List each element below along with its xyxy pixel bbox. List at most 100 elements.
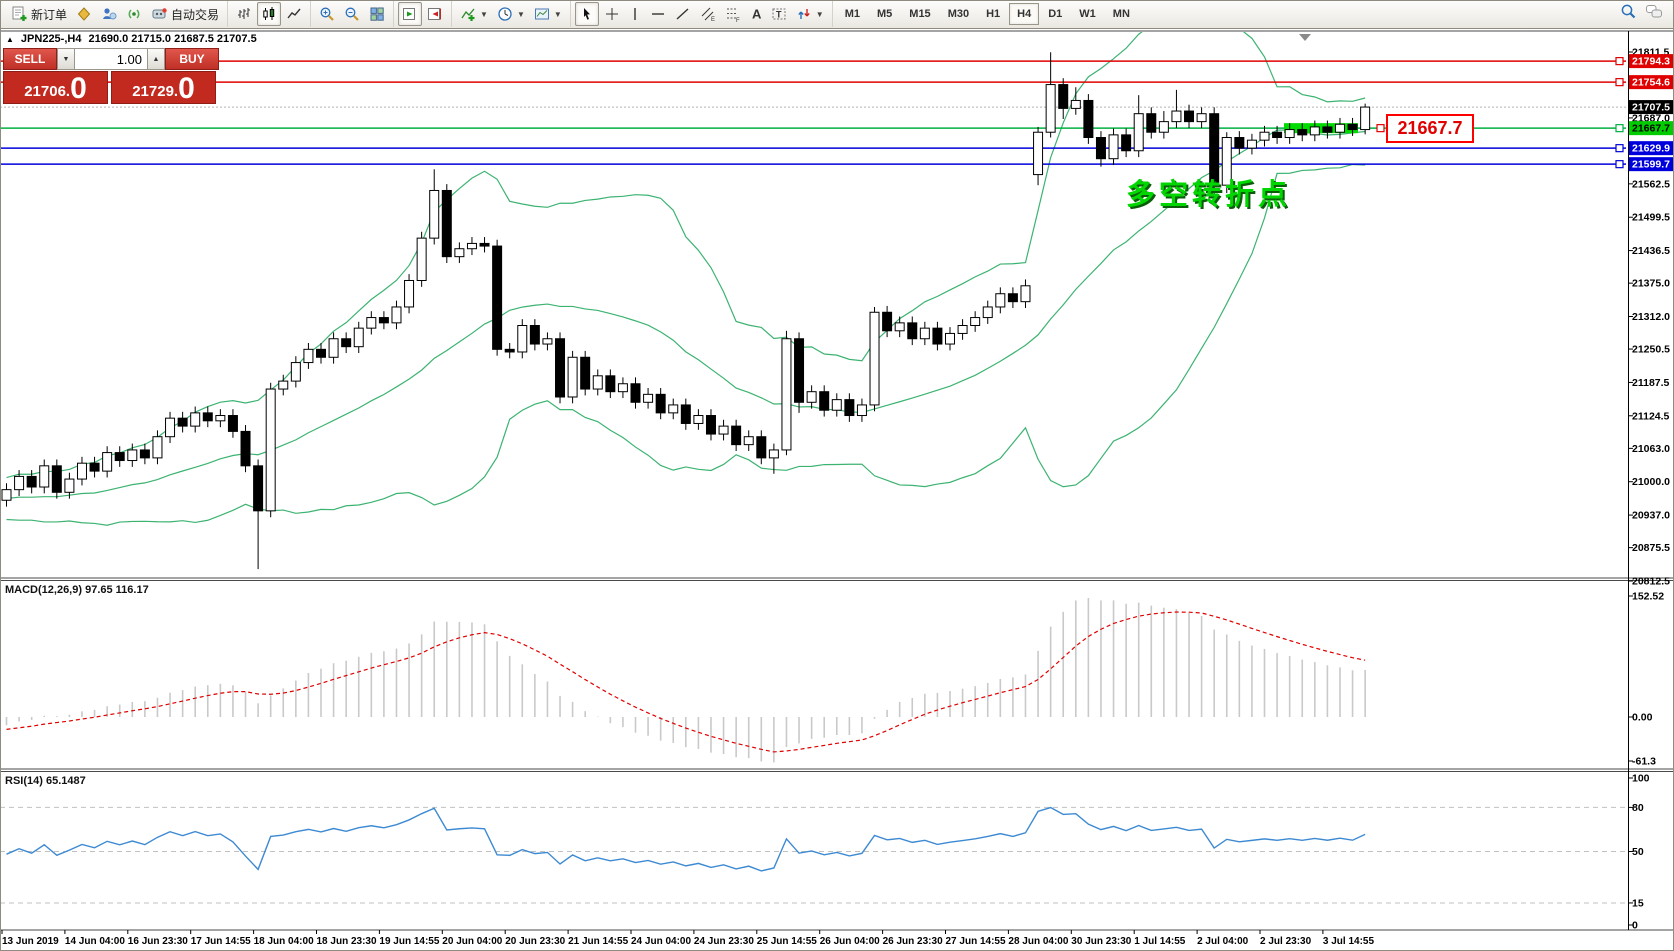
bar-chart-icon [236, 6, 252, 22]
line-chart-button[interactable] [282, 2, 306, 26]
svg-text:27 Jun 14:55: 27 Jun 14:55 [946, 936, 1006, 947]
svg-text:20812.5: 20812.5 [1632, 576, 1670, 588]
timeframe-m5-button[interactable]: M5 [877, 8, 893, 20]
signals-button[interactable] [122, 2, 146, 26]
svg-text:21707.5: 21707.5 [1632, 102, 1670, 114]
candlestick-chart-button[interactable] [257, 2, 282, 26]
ohlc-label: 21690.0 21715.0 21687.5 21707.5 [88, 33, 257, 45]
cursor-button[interactable] [574, 2, 599, 26]
svg-text:21312.0: 21312.0 [1632, 311, 1670, 323]
fibonacci-button[interactable]: F [721, 2, 745, 26]
tile-windows-button[interactable] [365, 2, 389, 26]
zoom-in-button[interactable] [315, 2, 339, 26]
svg-text:21499.5: 21499.5 [1632, 212, 1670, 224]
dropdown-caret-icon[interactable]: ▼ [553, 9, 562, 19]
svg-text:21436.5: 21436.5 [1632, 245, 1670, 257]
vertical-line-button[interactable] [625, 2, 645, 26]
svg-text:21063.0: 21063.0 [1632, 443, 1670, 455]
price-callout-box[interactable]: 21667.7 [1386, 114, 1474, 143]
one-click-trading-panel: SELL ▼ ▲ BUY 21706.0 21729.0 [3, 48, 221, 104]
auto-trading-button[interactable]: 自动交易 [147, 2, 223, 26]
zoom-out-button[interactable] [340, 2, 364, 26]
text-button[interactable]: A [746, 2, 766, 26]
timeframe-m15-button[interactable]: M15 [909, 8, 931, 20]
chart-shift-button[interactable] [423, 2, 447, 26]
svg-text:18 Jun 04:00: 18 Jun 04:00 [254, 936, 314, 947]
timeframe-h4-button[interactable]: H4 [1009, 3, 1040, 25]
sell-price-main: 21706. [24, 83, 71, 100]
equidistant-channel-button[interactable]: E [696, 2, 720, 26]
dropdown-caret-icon[interactable]: ▼ [815, 9, 824, 19]
buy-price-big-digit: 0 [178, 72, 195, 106]
svg-text:24 Jun 04:00: 24 Jun 04:00 [631, 936, 691, 947]
bar-chart-button[interactable] [232, 2, 256, 26]
volume-down-button[interactable]: ▼ [57, 48, 75, 70]
chart-text-annotation[interactable]: 多空转折点 [1126, 179, 1292, 211]
fibonacci-icon: F [725, 6, 741, 22]
rsi-pane: 100 80 50 15 0 [0, 773, 1650, 932]
macd-indicator-label: MACD(12,26,9) 97.65 116.17 [5, 584, 149, 596]
new-order-button[interactable]: 新订单 [7, 2, 71, 26]
crosshair-button[interactable] [600, 2, 624, 26]
svg-text:20875.5: 20875.5 [1632, 542, 1670, 554]
trendline-button[interactable] [671, 2, 695, 26]
buy-price-main: 21729. [132, 83, 179, 100]
horizontal-line-objects[interactable] [0, 57, 1626, 169]
volume-input[interactable] [75, 48, 147, 70]
svg-text:21562.5: 21562.5 [1632, 178, 1670, 190]
clock-icon [497, 6, 513, 22]
dropdown-caret-icon[interactable]: ▼ [480, 9, 488, 19]
svg-text:0.00: 0.00 [1632, 712, 1653, 724]
timeframe-mn-button[interactable]: MN [1112, 8, 1130, 20]
search-icon[interactable] [1620, 3, 1637, 25]
template-icon [534, 6, 550, 22]
sell-button[interactable]: SELL [3, 48, 57, 70]
svg-text:26 Jun 04:00: 26 Jun 04:00 [820, 936, 880, 947]
timeframe-h1-button[interactable]: H1 [986, 8, 1001, 20]
buy-price-display[interactable]: 21729. 0 [111, 71, 216, 104]
indicators-button[interactable]: ▼ [456, 2, 492, 26]
svg-text:24 Jun 23:30: 24 Jun 23:30 [694, 936, 754, 947]
sell-price-display[interactable]: 21706. 0 [3, 71, 108, 104]
timeframe-w1-button[interactable]: W1 [1079, 8, 1096, 20]
toolbar-group-scroll [393, 1, 451, 27]
chart-shift-marker[interactable] [1299, 34, 1311, 41]
svg-text:80: 80 [1632, 802, 1644, 814]
svg-text:21187.5: 21187.5 [1632, 377, 1670, 389]
new-order-icon [11, 6, 28, 22]
svg-text:21629.9: 21629.9 [1632, 143, 1670, 155]
buy-button[interactable]: BUY [165, 48, 219, 70]
arrows-button[interactable]: ▼ [792, 2, 828, 26]
timeframe-m30-button[interactable]: M30 [947, 8, 970, 20]
text-label-button[interactable]: T [767, 2, 791, 26]
svg-text:0: 0 [1632, 920, 1638, 932]
timeframe-m1-button[interactable]: M1 [844, 8, 860, 20]
cursor-icon [579, 6, 595, 22]
main-toolbar: 新订单 自动交易 ▼ ▼ ▼ E F A T ▼ M1 M5 M15 M30 H1 H4 D1 W1 MN [0, 0, 1674, 29]
price-axis[interactable]: 21811.521687.021562.521499.521436.521375… [1628, 47, 1674, 588]
highlight-zone[interactable] [1284, 123, 1358, 134]
svg-text:21250.5: 21250.5 [1632, 344, 1670, 356]
periods-button[interactable]: ▼ [493, 2, 529, 26]
dropdown-caret-icon[interactable]: ▼ [516, 9, 525, 19]
timeframe-d1-button[interactable]: D1 [1048, 8, 1063, 20]
svg-text:26 Jun 23:30: 26 Jun 23:30 [883, 936, 943, 947]
time-axis[interactable]: 13 Jun 2019 14 Jun 04:00 16 Jun 23:30 17 Ju… [1, 930, 1374, 947]
gold-diamond-icon [76, 6, 92, 22]
horizontal-line-button[interactable] [646, 2, 670, 26]
templates-button[interactable]: ▼ [530, 2, 566, 26]
toolbar-group-insert: ▼ ▼ ▼ [451, 1, 570, 27]
svg-text:F: F [736, 18, 740, 22]
auto-scroll-button[interactable] [398, 2, 423, 26]
sell-price-big-digit: 0 [70, 72, 87, 106]
svg-text:20937.0: 20937.0 [1632, 510, 1670, 522]
chat-icon[interactable] [1645, 3, 1663, 25]
chart-expand-icon[interactable]: ▲ [6, 34, 14, 44]
tile-windows-icon [369, 6, 385, 22]
styles-button[interactable] [72, 2, 96, 26]
svg-text:50: 50 [1632, 846, 1644, 858]
community-button[interactable] [97, 2, 121, 26]
volume-up-button[interactable]: ▲ [147, 48, 165, 70]
svg-text:152.52: 152.52 [1632, 591, 1664, 603]
